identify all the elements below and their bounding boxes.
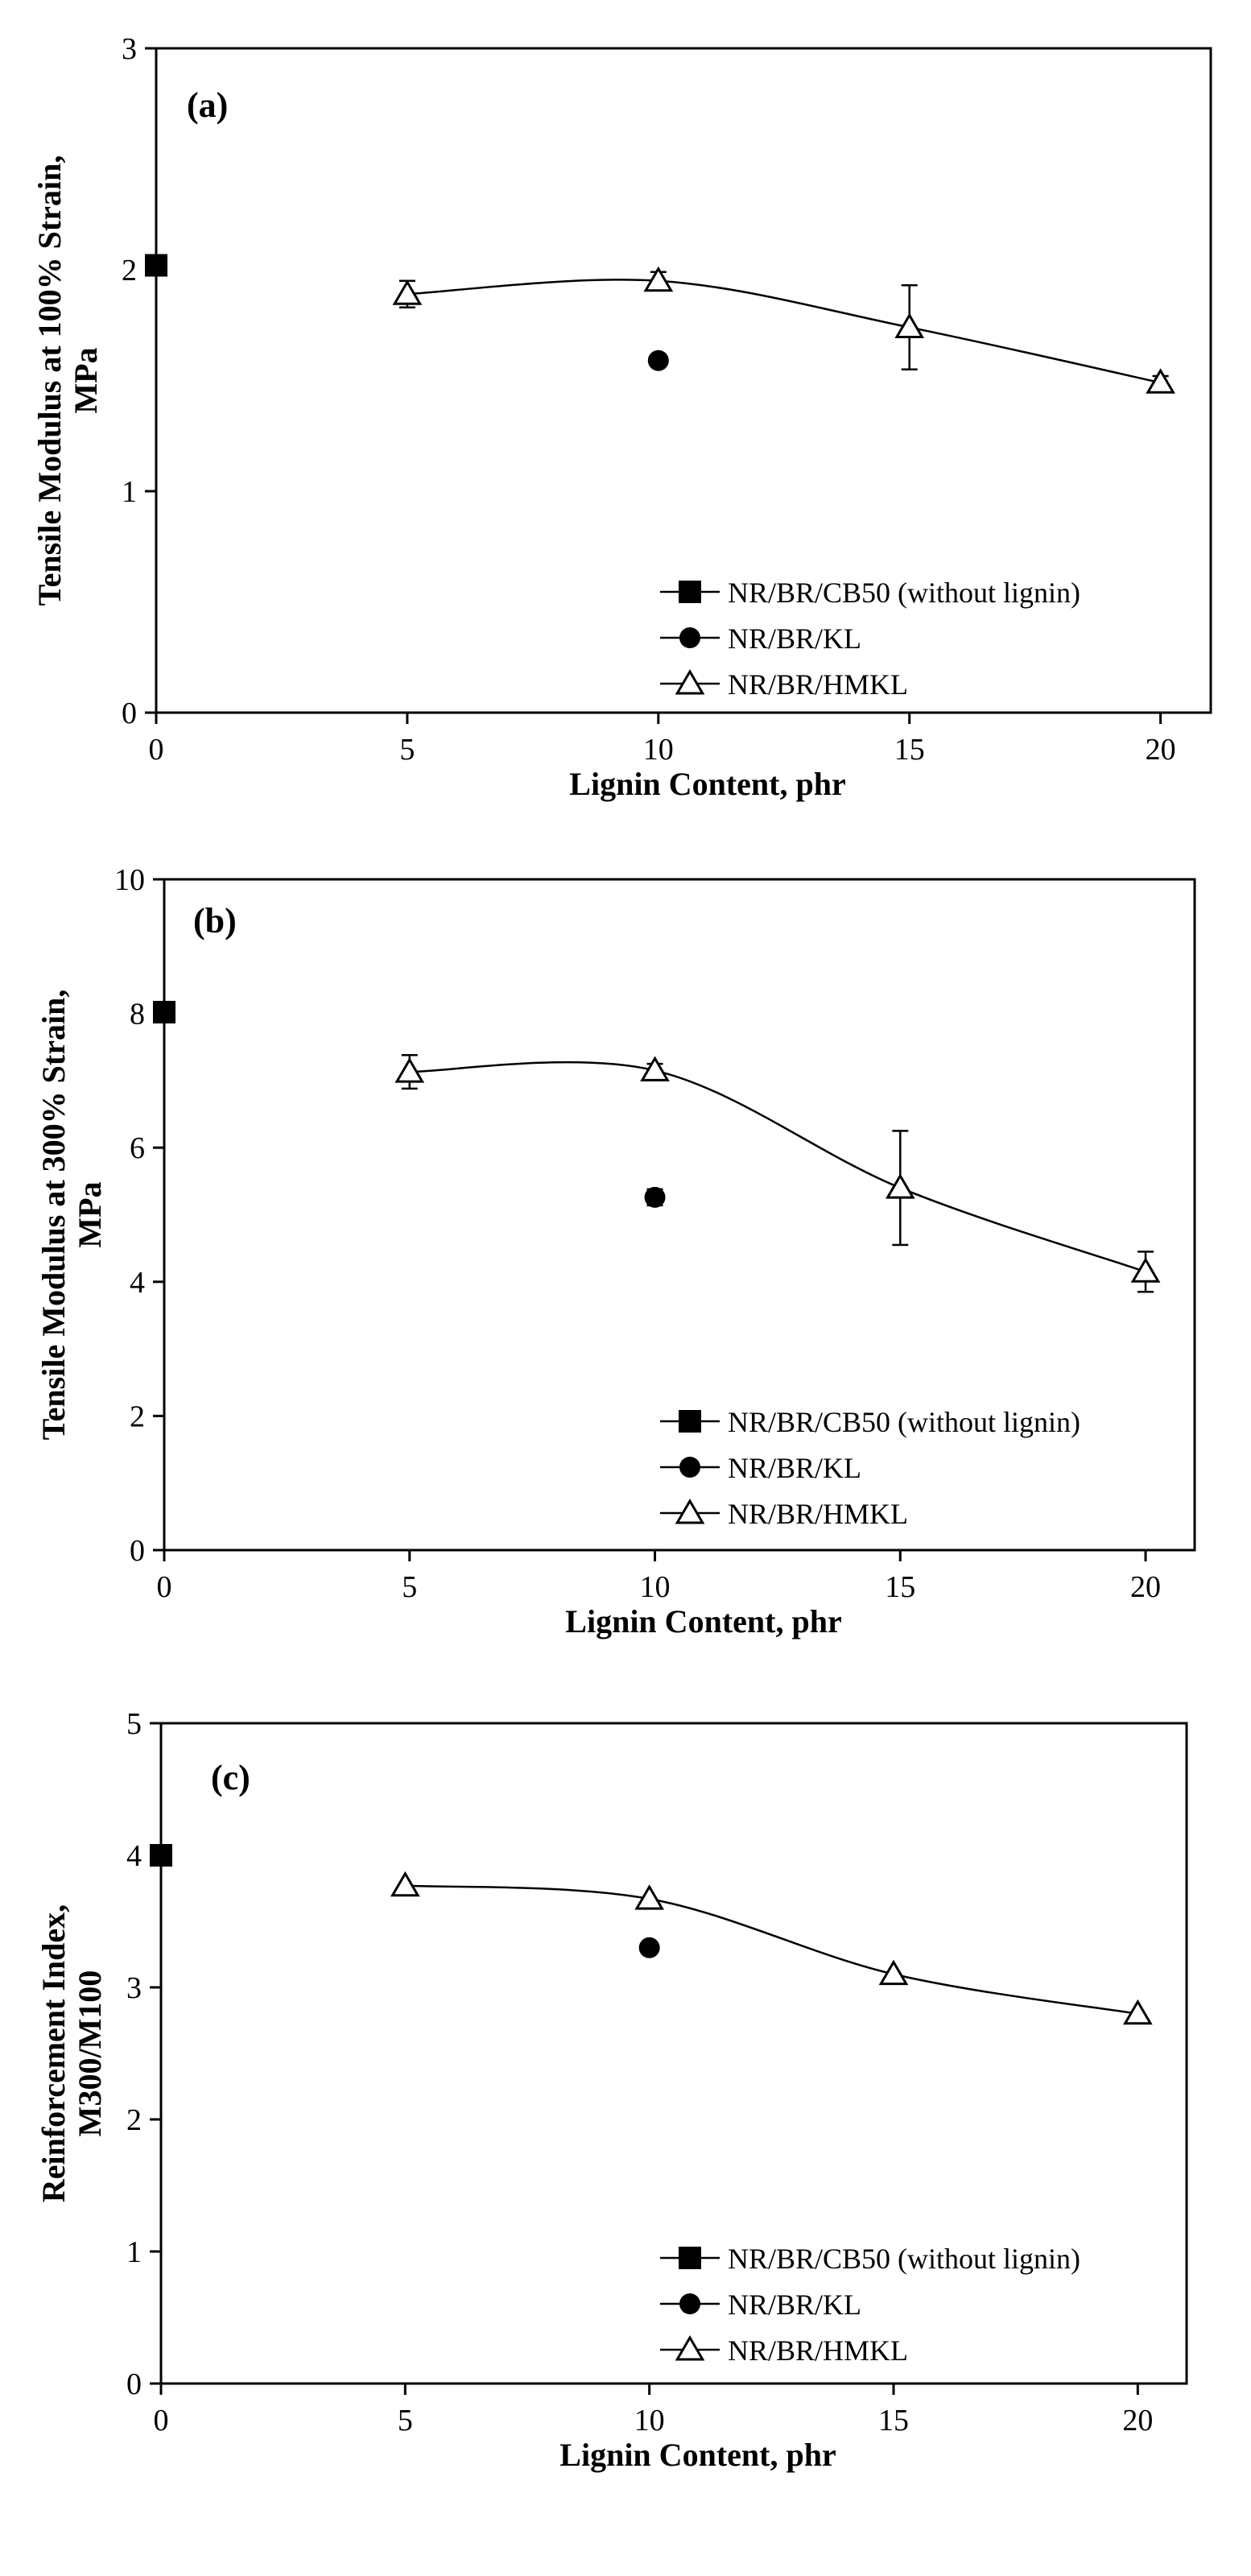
point-hmkl bbox=[640, 1056, 670, 1081]
y-tick-label: 0 bbox=[130, 1534, 145, 1568]
x-tick-label: 0 bbox=[157, 1570, 172, 1604]
point-hmkl bbox=[1146, 368, 1175, 394]
x-tick-label: 10 bbox=[634, 2404, 665, 2437]
point-hmkl bbox=[394, 1057, 425, 1083]
legend-marker bbox=[679, 581, 701, 603]
point-hmkl bbox=[634, 1884, 665, 1910]
series-line-hmkl bbox=[407, 279, 1161, 384]
legend-label: NR/BR/KL bbox=[728, 1452, 861, 1484]
legend-label: NR/BR/CB50 (without lignin) bbox=[728, 1406, 1080, 1438]
x-tick-label: 20 bbox=[1146, 733, 1176, 767]
y-axis-label-line: Tensile Modulus at 300% Strain, bbox=[35, 990, 72, 1441]
legend: NR/BR/CB50 (without lignin) NR/BR/KL NR/BR… bbox=[660, 1406, 1080, 1530]
x-tick-label: 10 bbox=[640, 1570, 671, 1604]
y-tick-label: 1 bbox=[122, 475, 137, 509]
legend-marker bbox=[675, 669, 705, 695]
x-axis-label: Lignin Content, phr bbox=[569, 766, 845, 802]
x-tick-label: 5 bbox=[398, 2404, 413, 2437]
point-cb50 bbox=[145, 254, 167, 277]
x-tick-label: 5 bbox=[399, 733, 415, 767]
x-tick-label: 5 bbox=[402, 1570, 417, 1604]
legend-label: NR/BR/KL bbox=[728, 622, 861, 655]
y-tick-label: 5 bbox=[126, 1707, 142, 1741]
legend-label: NR/BR/HMKL bbox=[728, 2334, 908, 2367]
y-tick-label: 2 bbox=[122, 254, 137, 287]
chart-panel-3: 0 5 10 15 20 0 1 2 3 4 5 Lignin Content, phr Reinfor… bbox=[35, 1707, 1188, 2473]
point-hmkl bbox=[894, 312, 925, 338]
point-kl bbox=[647, 349, 669, 371]
y-axis-label-line: MPa bbox=[72, 1181, 108, 1247]
point-hmkl bbox=[643, 266, 674, 292]
legend-marker bbox=[679, 1457, 700, 1478]
legend-label: NR/BR/CB50 (without lignin) bbox=[728, 577, 1080, 609]
legend-label: NR/BR/CB50 (without lignin) bbox=[728, 2243, 1080, 2275]
legend-marker bbox=[675, 1499, 705, 1524]
point-hmkl bbox=[390, 1871, 420, 1897]
point-hmkl bbox=[1130, 1257, 1161, 1283]
panel-label: (b) bbox=[193, 901, 237, 941]
point-kl bbox=[638, 1937, 660, 1958]
y-tick-label: 3 bbox=[122, 32, 137, 66]
y-tick-label: 4 bbox=[130, 1266, 145, 1300]
point-hmkl bbox=[878, 1959, 909, 1986]
legend-label: NR/BR/HMKL bbox=[728, 1498, 908, 1530]
y-axis-label-line: MPa bbox=[68, 347, 104, 413]
legend: NR/BR/CB50 (without lignin) NR/BR/KL NR/BR… bbox=[660, 2243, 1080, 2367]
x-tick-label: 0 bbox=[154, 2404, 169, 2437]
y-tick-label: 0 bbox=[126, 2367, 142, 2401]
legend-marker bbox=[679, 2293, 700, 2314]
panel-label: (a) bbox=[187, 85, 228, 125]
point-cb50 bbox=[153, 1000, 175, 1023]
x-tick-label: 15 bbox=[894, 733, 925, 767]
x-tick-label: 10 bbox=[643, 733, 674, 767]
legend-label: NR/BR/HMKL bbox=[728, 668, 908, 701]
y-tick-label: 4 bbox=[126, 1839, 142, 1873]
series-line-hmkl bbox=[405, 1884, 1138, 2016]
legend-marker bbox=[679, 627, 700, 648]
y-tick-label: 6 bbox=[130, 1131, 145, 1165]
plot-frame bbox=[163, 878, 1196, 1552]
legend-label: NR/BR/KL bbox=[728, 2289, 861, 2321]
y-axis-label-line: Tensile Modulus at 100% Strain, bbox=[31, 155, 68, 606]
point-cb50 bbox=[150, 1844, 172, 1867]
point-hmkl bbox=[392, 279, 423, 305]
y-tick-label: 1 bbox=[126, 2235, 142, 2269]
y-tick-label: 2 bbox=[126, 2103, 142, 2137]
point-kl bbox=[644, 1186, 666, 1208]
series-line-hmkl bbox=[409, 1061, 1146, 1273]
x-tick-label: 15 bbox=[885, 1570, 915, 1604]
x-tick-label: 15 bbox=[878, 2404, 909, 2437]
x-axis-label: Lignin Content, phr bbox=[565, 1603, 841, 1639]
legend-marker bbox=[679, 2247, 701, 2269]
y-tick-label: 0 bbox=[122, 697, 137, 730]
x-axis-label: Lignin Content, phr bbox=[559, 2437, 836, 2473]
chart-panel-1: 0 5 10 15 20 0 1 2 3 Lignin Content, phr Tensile M… bbox=[31, 32, 1212, 802]
legend-marker bbox=[679, 1410, 701, 1433]
x-tick-label: 20 bbox=[1130, 1570, 1161, 1604]
panel-label: (c) bbox=[211, 1758, 250, 1797]
point-hmkl bbox=[885, 1173, 915, 1199]
plot-frame bbox=[155, 47, 1212, 714]
point-hmkl bbox=[1122, 1999, 1153, 2025]
legend: NR/BR/CB50 (without lignin) NR/BR/KL NR/BR… bbox=[660, 577, 1080, 701]
y-tick-label: 8 bbox=[130, 998, 145, 1032]
y-axis-label-line: Reinforcement Index, bbox=[35, 1904, 72, 2202]
plot-frame bbox=[159, 1722, 1188, 2385]
x-tick-label: 20 bbox=[1122, 2404, 1153, 2437]
y-axis-label-line: M300/M100 bbox=[72, 1970, 108, 2137]
y-tick-label: 3 bbox=[126, 1971, 142, 2005]
legend-marker bbox=[675, 2335, 705, 2361]
y-tick-label: 2 bbox=[130, 1400, 145, 1433]
x-tick-label: 0 bbox=[149, 733, 164, 767]
y-tick-label: 10 bbox=[114, 863, 145, 897]
